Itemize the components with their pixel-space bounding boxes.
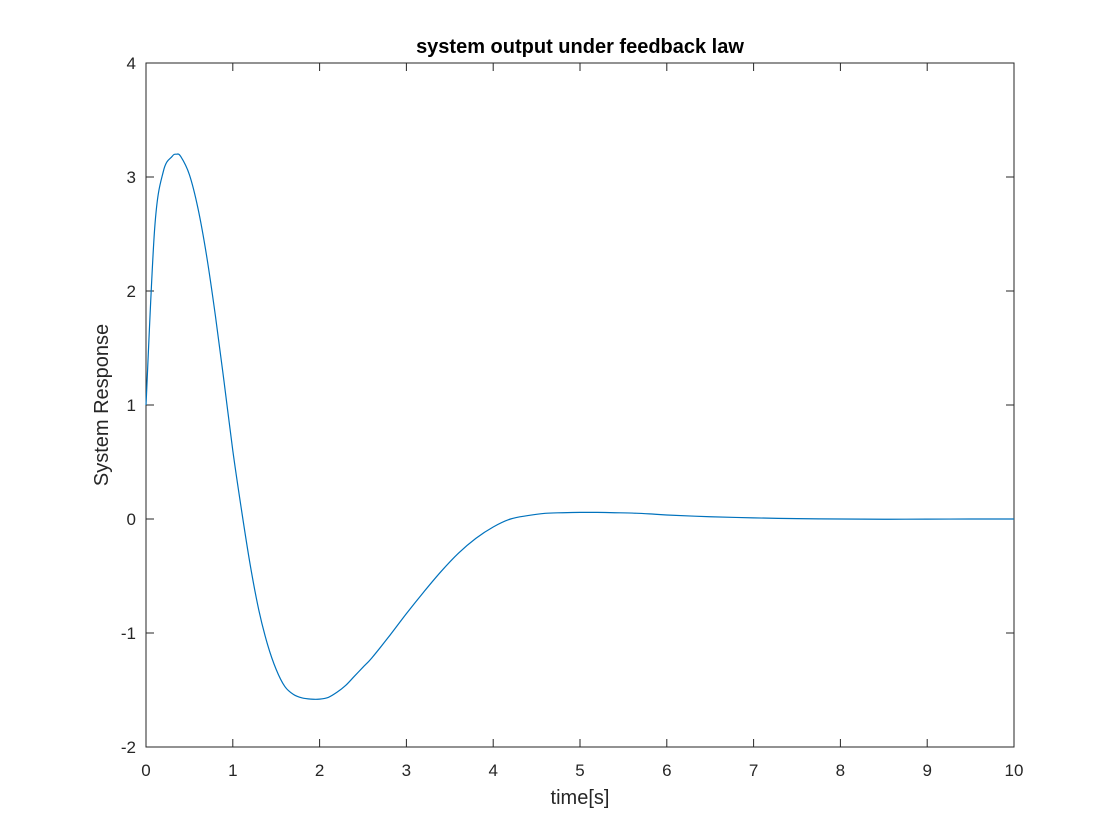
x-tick-label: 10 [1005, 761, 1024, 780]
y-tick-label: 0 [127, 510, 136, 529]
x-tick-label: 4 [488, 761, 497, 780]
y-tick-label: -2 [121, 738, 136, 757]
x-tick-label: 1 [228, 761, 237, 780]
axes-box [145, 62, 1015, 748]
x-tick-label: 5 [575, 761, 584, 780]
x-tick-label: 9 [922, 761, 931, 780]
plot-area: 0 1 2 3 4 5 6 7 8 9 10 -2 -1 0 1 2 3 4 [121, 54, 1024, 780]
x-tick-label: 7 [749, 761, 758, 780]
tick-labels-group: 0 1 2 3 4 5 6 7 8 9 10 -2 -1 0 1 2 3 4 [121, 54, 1024, 780]
y-tick-label: 2 [127, 282, 136, 301]
y-tick-label: 1 [127, 396, 136, 415]
x-tick-label: 6 [662, 761, 671, 780]
ticks-group [145, 62, 1015, 748]
x-tick-label: 8 [836, 761, 845, 780]
y-tick-label: 4 [127, 54, 136, 73]
x-tick-label: 3 [402, 761, 411, 780]
y-axis-label: System Response [91, 324, 113, 486]
y-tick-label: -1 [121, 624, 136, 643]
x-axis-label: time[s] [551, 787, 610, 809]
x-tick-label: 0 [141, 761, 150, 780]
y-tick-label: 3 [127, 168, 136, 187]
chart-title: system output under feedback law [416, 36, 744, 58]
series-line [145, 153, 1015, 700]
x-tick-label: 2 [315, 761, 324, 780]
